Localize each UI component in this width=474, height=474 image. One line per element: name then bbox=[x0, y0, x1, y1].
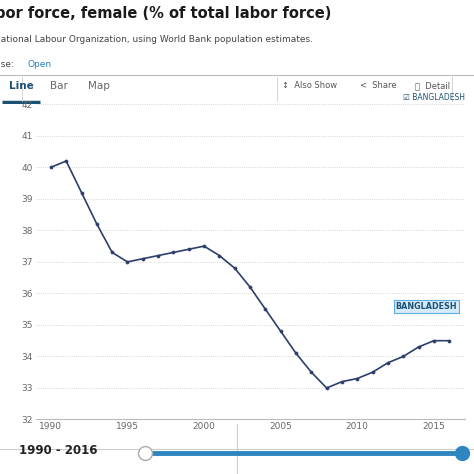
Text: ☑ BANGLADESH: ☑ BANGLADESH bbox=[402, 93, 465, 102]
Text: BANGLADESH: BANGLADESH bbox=[396, 302, 457, 311]
Text: Map: Map bbox=[88, 81, 109, 91]
Text: bor force, female (% of total labor force): bor force, female (% of total labor forc… bbox=[0, 6, 332, 21]
Text: 1990 - 2016: 1990 - 2016 bbox=[19, 444, 98, 456]
Text: national Labour Organization, using World Bank population estimates.: national Labour Organization, using Worl… bbox=[0, 35, 313, 44]
Text: Bar: Bar bbox=[50, 81, 68, 91]
Text: Open: Open bbox=[27, 60, 52, 69]
Text: nse:: nse: bbox=[0, 60, 17, 69]
Text: <  Share: < Share bbox=[360, 82, 397, 90]
Text: ↕  Also Show: ↕ Also Show bbox=[282, 82, 337, 90]
Text: ⓘ  Detail: ⓘ Detail bbox=[415, 82, 450, 90]
Text: Line: Line bbox=[9, 81, 33, 91]
